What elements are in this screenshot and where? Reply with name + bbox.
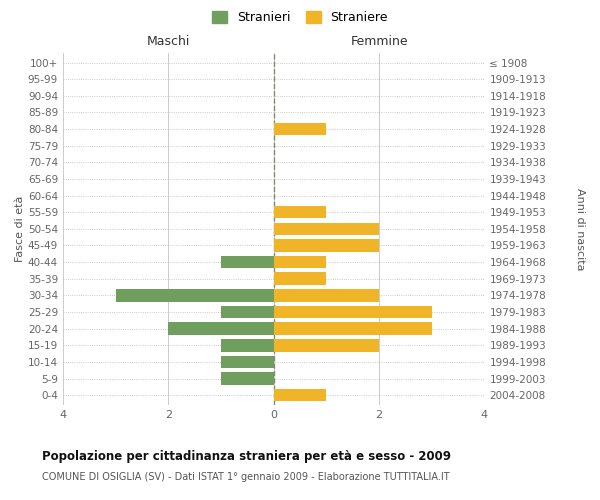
Legend: Stranieri, Straniere: Stranieri, Straniere [207, 6, 393, 29]
Bar [168, 322, 274, 335]
Text: COMUNE DI OSIGLIA (SV) - Dati ISTAT 1° gennaio 2009 - Elaborazione TUTTITALIA.IT: COMUNE DI OSIGLIA (SV) - Dati ISTAT 1° g… [42, 472, 449, 482]
Bar [274, 389, 326, 402]
Bar [274, 306, 432, 318]
Bar [116, 289, 274, 302]
Bar [274, 256, 326, 268]
Text: Popolazione per cittadinanza straniera per età e sesso - 2009: Popolazione per cittadinanza straniera p… [42, 450, 451, 463]
Bar [274, 222, 379, 235]
Bar [274, 322, 432, 335]
Text: Femmine: Femmine [350, 36, 408, 49]
Bar [274, 239, 379, 252]
Bar [221, 372, 274, 385]
Bar [274, 206, 326, 218]
Bar [274, 123, 326, 136]
Bar [274, 289, 379, 302]
Bar [274, 272, 326, 285]
Y-axis label: Anni di nascita: Anni di nascita [575, 188, 585, 270]
Bar [221, 339, 274, 351]
Bar [221, 256, 274, 268]
Bar [274, 339, 379, 351]
Bar [221, 306, 274, 318]
Bar [221, 356, 274, 368]
Text: Maschi: Maschi [146, 36, 190, 49]
Y-axis label: Fasce di età: Fasce di età [15, 196, 25, 262]
